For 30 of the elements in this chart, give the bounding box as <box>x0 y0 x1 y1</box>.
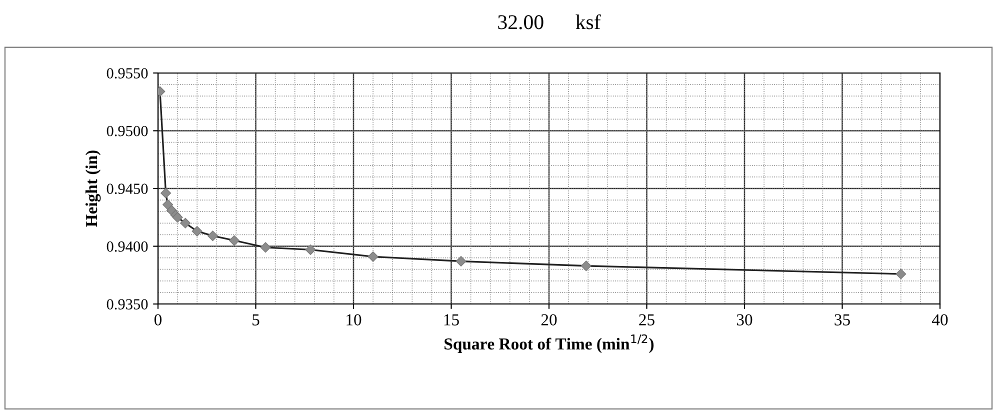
y-tick-label: 0.9350 <box>106 299 148 310</box>
x-tick-label: 15 <box>444 314 459 326</box>
x-tick-label: 20 <box>541 314 557 326</box>
x-tick-label: 30 <box>736 314 752 326</box>
x-tick-label: 25 <box>639 314 654 326</box>
y-tick-label: 0.9400 <box>106 241 148 252</box>
point <box>180 218 191 228</box>
y-axis-title: Height (in) <box>85 150 101 227</box>
x-axis-title: Square Root of Time (min$^{1/2}$) <box>444 334 654 353</box>
y-tick-label: 0.9550 <box>106 68 148 79</box>
point <box>172 212 183 223</box>
point <box>162 199 174 210</box>
point <box>228 235 240 246</box>
point <box>207 230 218 242</box>
point <box>580 260 592 272</box>
y-tick-label: 0.9450 <box>106 184 148 194</box>
x-tick-label: 5 <box>252 314 260 326</box>
x-tick-label: 40 <box>932 314 948 326</box>
point <box>368 251 378 262</box>
point <box>192 226 202 236</box>
x-tick-label: 10 <box>346 314 362 326</box>
point <box>305 244 316 255</box>
chart-title: 32.00 ksf <box>498 14 601 30</box>
x-tick-label: 35 <box>834 314 850 326</box>
point <box>456 256 466 267</box>
point <box>160 188 172 198</box>
x-tick-label: 0 <box>154 314 162 326</box>
point <box>896 268 906 280</box>
y-tick-label: 0.9500 <box>106 126 148 136</box>
point <box>260 242 271 253</box>
